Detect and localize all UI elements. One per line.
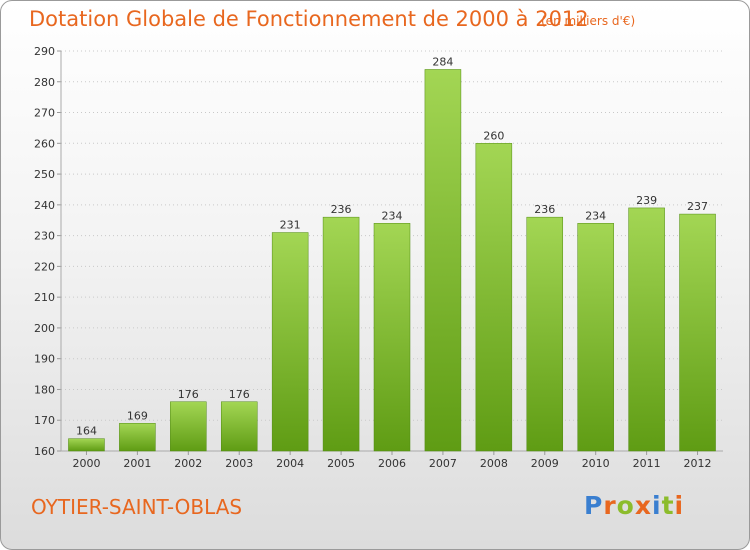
logo-letter: x	[634, 491, 652, 520]
x-tick-label-2009: 2009	[531, 457, 559, 470]
y-tick-label: 170	[34, 414, 55, 427]
x-tick-label-2012: 2012	[684, 457, 712, 470]
data-label-2010: 234	[585, 209, 606, 222]
y-tick-label: 200	[34, 322, 55, 335]
y-tick-label: 230	[34, 230, 55, 243]
x-tick-label-2007: 2007	[429, 457, 457, 470]
bar-2009	[526, 216, 564, 452]
y-tick-label: 250	[34, 168, 55, 181]
logo-letter: t	[661, 491, 675, 520]
y-tick-label: 270	[34, 107, 55, 120]
x-tick-label-2003: 2003	[225, 457, 253, 470]
bar-2007	[424, 69, 462, 452]
data-label-2006: 234	[382, 209, 403, 222]
x-tick-label-2001: 2001	[123, 457, 151, 470]
data-label-2002: 176	[178, 388, 199, 401]
data-label-2011: 239	[636, 194, 657, 207]
x-tick-label-2010: 2010	[582, 457, 610, 470]
y-tick-label: 280	[34, 76, 55, 89]
bar-2010	[577, 223, 614, 452]
data-label-2000: 164	[76, 425, 97, 438]
x-tick-label-2004: 2004	[276, 457, 304, 470]
data-label-2001: 169	[127, 409, 148, 422]
y-tick-label: 160	[34, 445, 55, 458]
bar-2006	[373, 223, 411, 452]
bar-2001	[119, 423, 156, 452]
bars	[68, 69, 716, 452]
bar-2012	[679, 213, 716, 452]
x-tick-label-2000: 2000	[72, 457, 100, 470]
y-tick-label: 220	[34, 260, 55, 273]
x-tick-label-2002: 2002	[174, 457, 202, 470]
proxiti-logo[interactable]: Proxiti	[584, 491, 684, 520]
logo-letter: i	[674, 491, 685, 520]
data-label-2008: 260	[483, 129, 504, 142]
chart-subtitle: (en milliers d'€)	[541, 14, 636, 28]
y-tick-label: 290	[34, 45, 55, 58]
y-tick-label: 260	[34, 137, 55, 150]
y-tick-label: 210	[34, 291, 55, 304]
data-label-2007: 284	[432, 55, 453, 68]
logo-letter: o	[616, 491, 635, 520]
commune-name: OYTIER-SAINT-OBLAS	[31, 495, 243, 519]
x-tick-label-2008: 2008	[480, 457, 508, 470]
y-tick-label: 240	[34, 199, 55, 212]
bar-2002	[170, 401, 207, 452]
logo-letter: P	[584, 491, 604, 520]
data-label-2009: 236	[534, 203, 555, 216]
data-label-2005: 236	[331, 203, 352, 216]
bar-2005	[322, 216, 360, 452]
bar-2011	[628, 207, 665, 452]
x-tick-label-2006: 2006	[378, 457, 406, 470]
bar-2008	[475, 143, 513, 452]
logo-letter: r	[603, 491, 617, 520]
bar-2004	[271, 232, 309, 452]
data-label-2004: 231	[280, 219, 301, 232]
logo-letter: i	[652, 491, 662, 520]
data-label-2012: 237	[687, 200, 708, 213]
bar-2003	[220, 401, 258, 452]
data-label-2003: 176	[229, 388, 250, 401]
y-tick-label: 190	[34, 353, 55, 366]
x-tick-label-2005: 2005	[327, 457, 355, 470]
x-tick-label-2011: 2011	[633, 457, 661, 470]
y-tick-label: 180	[34, 383, 55, 396]
labels: 160 170 180 190 200 210 220 230 240 250 260 270 280 2…	[34, 45, 712, 470]
chart-title: Dotation Globale de Fonctionnement de 20…	[29, 7, 589, 31]
bar-2000	[68, 438, 105, 452]
